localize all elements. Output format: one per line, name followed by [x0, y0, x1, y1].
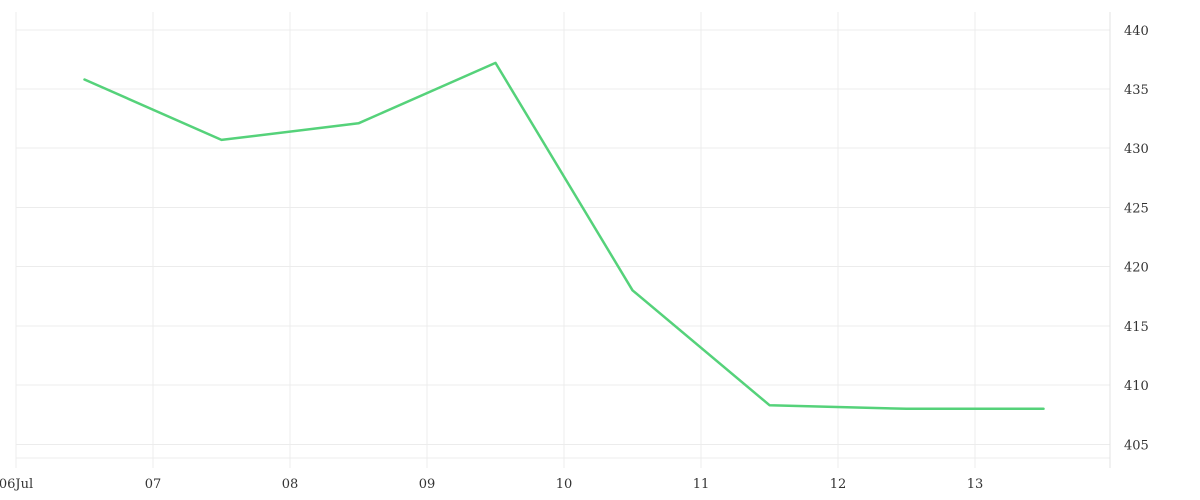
- y-tick-label: 440: [1124, 24, 1149, 39]
- y-tick-label: 425: [1124, 201, 1149, 216]
- y-tick-label: 410: [1124, 379, 1149, 394]
- horizontal-gridlines: [16, 29, 1110, 459]
- x-tick-label: 11: [693, 477, 710, 492]
- y-tick-label: 420: [1124, 261, 1149, 276]
- y-tick-label: 435: [1124, 83, 1149, 98]
- y-tick-label: 415: [1124, 320, 1149, 335]
- x-tick-label: 08: [282, 477, 299, 492]
- y-tick-label: 405: [1124, 438, 1149, 453]
- x-tick-label: 06Jul: [0, 477, 33, 492]
- y-axis-tick-labels: 405 410 415 420 425 430 435 440: [1124, 24, 1149, 454]
- x-tick-label: 12: [830, 477, 847, 492]
- series-layer: [83, 61, 1045, 411]
- y-tick-label: 430: [1124, 142, 1149, 157]
- x-tick-label: 07: [145, 477, 162, 492]
- vertical-gridlines: [15, 12, 976, 468]
- x-tick-label: 13: [967, 477, 984, 492]
- x-tick-label: 09: [419, 477, 436, 492]
- x-axis-tick-labels: 06Jul 07 08 09 10 11 12 13: [0, 477, 983, 492]
- series-line: [83, 61, 1045, 411]
- x-tick-label: 10: [556, 477, 573, 492]
